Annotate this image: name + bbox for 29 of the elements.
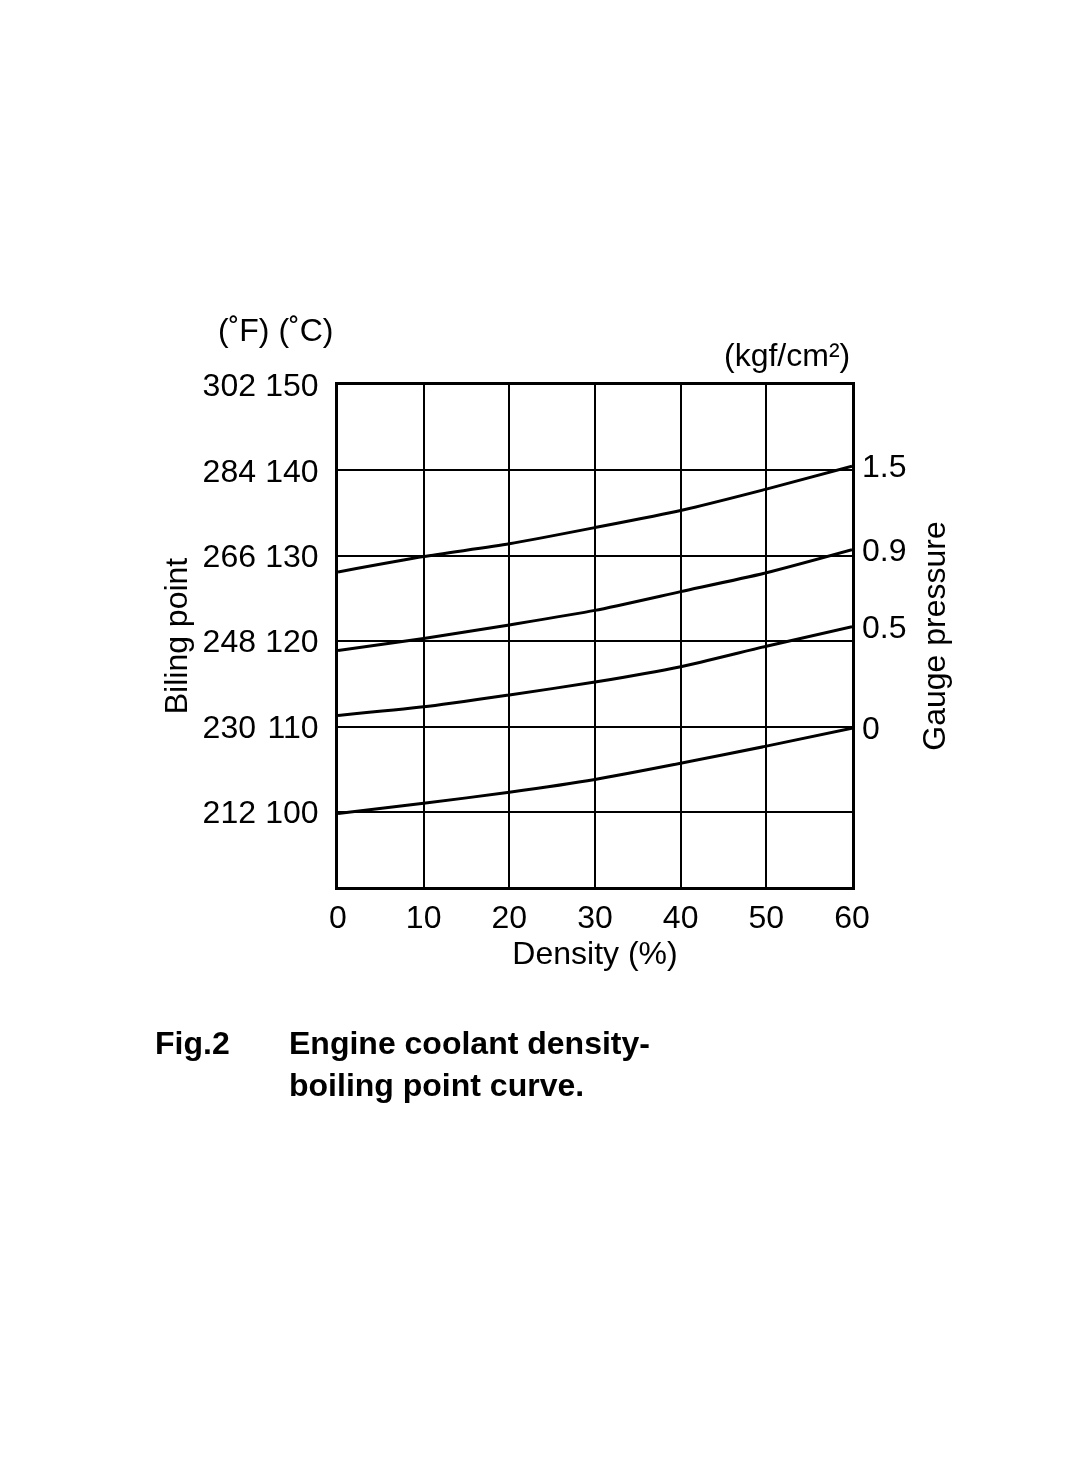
y-tick-label: 130	[265, 537, 319, 574]
chart-title: Fig.2 Engine coolant density-boiling point curve.	[155, 1025, 650, 1103]
y2-tick-label: 302	[202, 367, 256, 404]
series-label: 0.5	[862, 609, 907, 645]
text: (˚F) (˚C)	[218, 312, 334, 348]
y2-tick-label: 248	[202, 623, 256, 660]
y3-axis-title: Gauge pressure	[915, 521, 952, 751]
y2-tick-label: 266	[202, 538, 256, 575]
y-tick-label: 100	[265, 794, 319, 831]
x-tick-label: 50	[748, 899, 785, 936]
y-tick-label: 140	[265, 452, 319, 489]
series-label: 0	[862, 710, 880, 746]
x-tick-label: 20	[491, 899, 528, 936]
text: (kgf/cm²)	[724, 337, 851, 373]
y-tick-label: 110	[267, 708, 319, 745]
series-label: 1.5	[862, 448, 907, 484]
y2-tick-label: 230	[202, 708, 256, 745]
y2-tick-label: 212	[202, 794, 256, 831]
x-axis-title: Density (%)	[512, 935, 678, 972]
y-tick-label: 120	[265, 623, 319, 660]
y2-tick-label: 284	[202, 452, 256, 489]
x-tick-label: 10	[405, 899, 442, 936]
x-tick-label: 40	[662, 899, 699, 936]
x-tick-label: 0	[329, 899, 347, 936]
series-label: 0.9	[862, 532, 907, 568]
x-tick-label: 30	[577, 899, 613, 936]
y-tick-label: 150	[265, 367, 319, 404]
y2-axis-title: Biling point	[157, 557, 194, 715]
x-tick-label: 60	[834, 899, 870, 936]
